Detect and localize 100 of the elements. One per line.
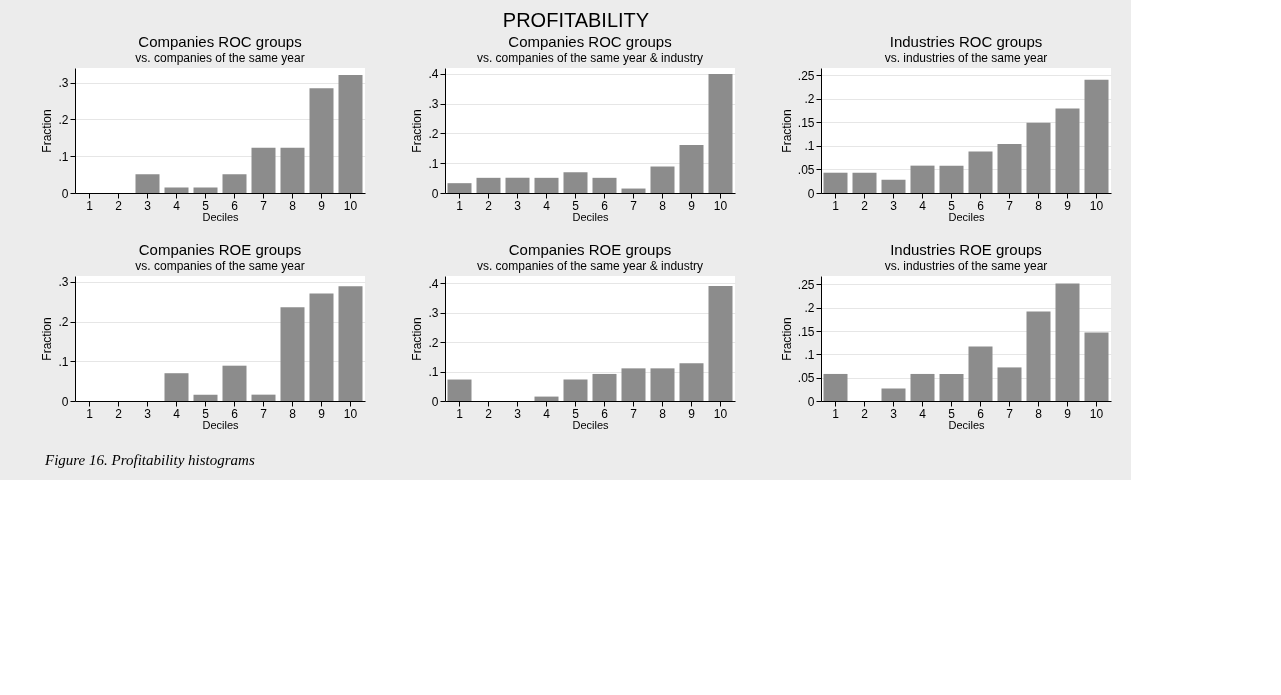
bar <box>1026 311 1051 401</box>
x-tick-label: 7 <box>260 198 268 213</box>
y-tick-label: .2 <box>804 92 815 107</box>
bar <box>222 365 247 401</box>
bar <box>621 188 646 193</box>
bar <box>823 373 848 401</box>
chart-title: Companies ROC groups <box>508 32 672 50</box>
bar <box>447 379 472 401</box>
bar <box>476 177 501 193</box>
x-tick-label: 1 <box>832 198 840 213</box>
x-axis-title: Deciles <box>572 210 610 223</box>
y-tick-label: .4 <box>428 276 439 291</box>
x-tick-label: 9 <box>1064 406 1072 421</box>
y-tick-label: .2 <box>804 301 815 316</box>
x-axis-title: Deciles <box>948 418 986 431</box>
x-tick-label: 3 <box>144 198 152 213</box>
y-tick-label: .3 <box>58 275 69 290</box>
y-tick-label: .05 <box>797 162 815 177</box>
x-tick-label: 2 <box>115 406 123 421</box>
bar <box>592 177 617 193</box>
bar <box>447 183 472 193</box>
bar <box>852 172 877 193</box>
x-tick-label: 7 <box>1006 198 1014 213</box>
y-tick-label: .2 <box>58 112 69 127</box>
y-tick-label: .25 <box>797 277 815 292</box>
x-tick-label: 3 <box>514 198 522 213</box>
x-tick-label: 3 <box>144 406 152 421</box>
x-tick-label: 8 <box>659 198 667 213</box>
bar <box>563 172 588 193</box>
x-tick-label: 5 <box>948 198 956 213</box>
chart-title: Industries ROE groups <box>890 241 1042 258</box>
x-tick-label: 4 <box>919 198 927 213</box>
x-tick-label: 8 <box>289 198 297 213</box>
x-tick-label: 3 <box>890 406 898 421</box>
y-tick-label: .1 <box>804 347 815 362</box>
y-tick-label: .1 <box>804 139 815 154</box>
x-tick-label: 5 <box>572 406 580 421</box>
bar <box>939 165 964 193</box>
y-axis-title: Fraction <box>779 317 794 361</box>
x-tick-label: 7 <box>630 198 638 213</box>
bar <box>823 172 848 193</box>
x-tick-label: 9 <box>688 198 696 213</box>
x-tick-label: 1 <box>86 406 94 421</box>
x-tick-label: 9 <box>1064 198 1072 213</box>
chart-subtitle: vs. companies of the same year & industry <box>476 259 704 273</box>
y-tick-label: .15 <box>797 324 815 339</box>
y-tick-label: .3 <box>428 306 439 321</box>
bar <box>650 166 675 193</box>
x-tick-label: 8 <box>1035 406 1043 421</box>
x-tick-label: 6 <box>977 406 985 421</box>
chart-subtitle: vs. companies of the same year <box>135 51 305 65</box>
y-tick-label: .2 <box>58 315 69 330</box>
bar <box>164 373 189 401</box>
x-axis-title: Deciles <box>202 210 240 223</box>
bar <box>881 388 906 401</box>
y-tick-label: 0 <box>431 394 439 409</box>
x-tick-label: 3 <box>514 406 522 421</box>
x-tick-label: 2 <box>485 198 493 213</box>
x-tick-label: 9 <box>688 406 696 421</box>
y-tick-label: .05 <box>797 371 815 386</box>
bar <box>222 174 247 193</box>
y-tick-label: .1 <box>428 156 439 171</box>
text: PROFITABILITY <box>502 8 650 31</box>
x-tick-label: 6 <box>231 198 239 213</box>
bar <box>621 368 646 401</box>
bar <box>1055 283 1080 401</box>
x-tick-label: 2 <box>115 198 123 213</box>
bar <box>534 396 559 401</box>
bar <box>910 373 935 401</box>
bar <box>563 379 588 401</box>
bar <box>505 177 530 193</box>
y-tick-label: 0 <box>807 394 815 409</box>
y-axis-title: Fraction <box>779 109 794 153</box>
bar <box>164 187 189 193</box>
x-axis-title: Deciles <box>948 210 986 223</box>
bar <box>1084 79 1109 193</box>
x-tick-label: 4 <box>173 406 181 421</box>
x-tick-label: 1 <box>86 198 94 213</box>
y-tick-label: 0 <box>61 186 69 201</box>
caption: Figure 16. Profitability histograms <box>44 452 255 468</box>
x-axis-title: Deciles <box>572 418 610 431</box>
y-tick-label: .1 <box>428 365 439 380</box>
x-axis-title: Deciles <box>202 418 240 431</box>
x-tick-label: 2 <box>861 406 869 421</box>
bar <box>650 368 675 401</box>
chart-subtitle: vs. companies of the same year & industry <box>476 50 704 65</box>
x-tick-label: 5 <box>572 198 580 213</box>
y-axis-title: Fraction <box>40 317 55 361</box>
x-tick-label: 9 <box>318 406 326 421</box>
bar <box>251 394 276 401</box>
x-tick-label: 1 <box>456 406 464 421</box>
bar <box>1084 332 1109 401</box>
bar <box>708 73 733 193</box>
y-tick-label: .2 <box>428 335 439 350</box>
x-tick-label: 10 <box>1089 198 1104 213</box>
x-tick-label: 6 <box>601 406 609 421</box>
y-tick-label: 0 <box>61 394 69 409</box>
x-tick-label: 2 <box>485 406 493 421</box>
y-tick-label: .3 <box>428 97 439 112</box>
bar <box>135 174 160 193</box>
